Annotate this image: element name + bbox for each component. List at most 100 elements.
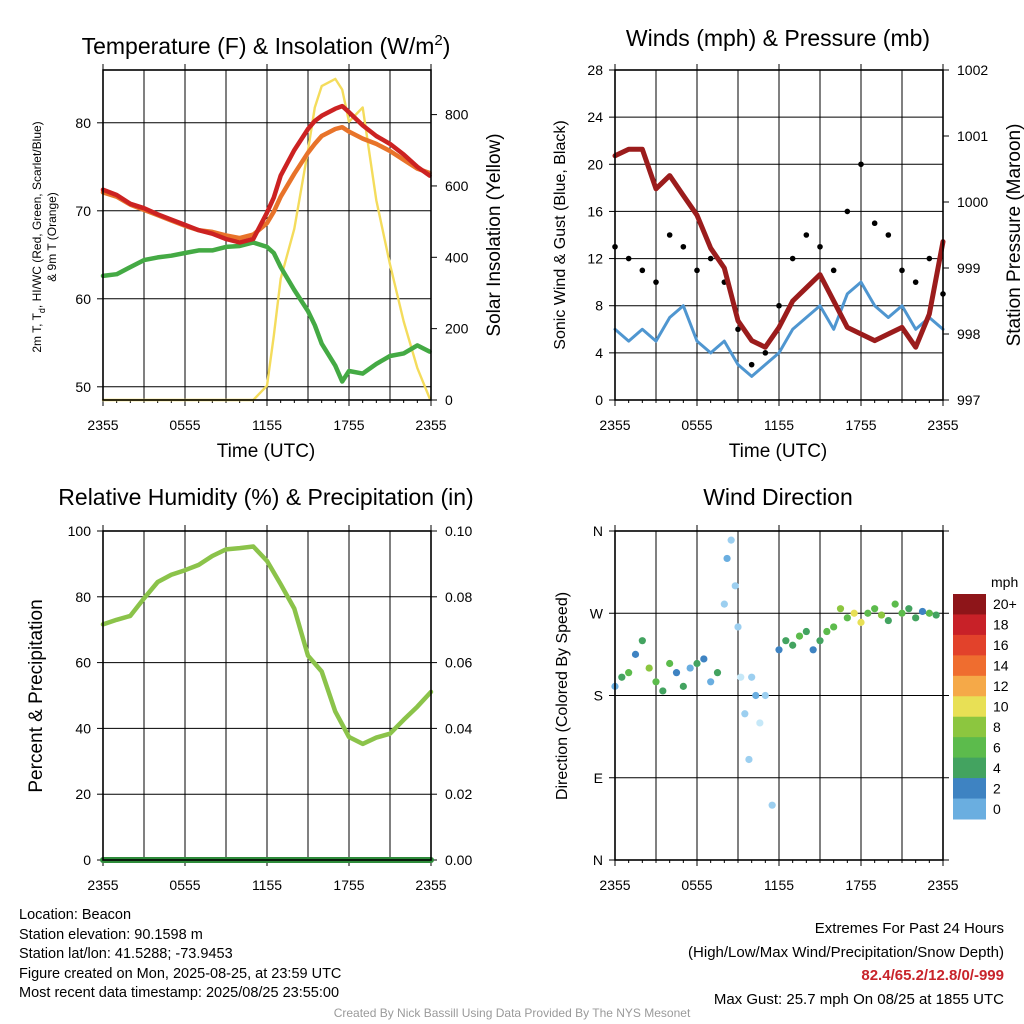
- sonic-wind-line: [613, 280, 945, 378]
- y-tick-label: 40: [75, 720, 91, 736]
- colorbar-label: 18: [993, 617, 1009, 633]
- temperature-y-label-line2: & 9m T (Orange): [45, 192, 59, 282]
- x-tick-label: 1155: [764, 877, 794, 893]
- y-tick-label-right: 0.00: [445, 852, 472, 868]
- direction-point: [823, 627, 831, 636]
- colorbar-title: mph: [991, 574, 1018, 590]
- y-tick-label-right: 1002: [957, 62, 988, 78]
- y-tick-label: 4: [595, 345, 603, 361]
- direction-point: [891, 600, 899, 608]
- direction-point: [672, 669, 681, 677]
- x-tick-label: 1755: [845, 877, 876, 893]
- figure-created: Figure created on Mon, 2025-08-25, at 23…: [19, 965, 342, 982]
- colorbar-swatch: [953, 737, 986, 759]
- extremes-info: Extremes For Past 24 Hours (High/Low/Max…: [688, 917, 1004, 1011]
- colorbar-swatch: [953, 594, 986, 615]
- x-tick-label: 0555: [681, 417, 712, 433]
- humidity-panel: Relative Humidity (%) & Precipitation (i…: [26, 484, 474, 893]
- y-tick-label: 70: [75, 203, 91, 219]
- gust-point: [817, 243, 823, 250]
- y-tick-label-right: 999: [957, 260, 981, 276]
- colorbar-swatch: [953, 757, 986, 779]
- extremes-values: 82.4/65.2/12.8/0/-999: [861, 967, 1004, 984]
- colorbar-label: 10: [993, 699, 1009, 715]
- direction-point: [802, 627, 810, 636]
- direction-point: [686, 664, 694, 672]
- gust-point: [735, 326, 741, 333]
- direction-point: [659, 687, 667, 695]
- x-tick-label: 1155: [764, 417, 794, 433]
- direction-panel: Wind Direction Direction (Colored By Spe…: [554, 484, 1018, 893]
- y-tick-label-right: 997: [957, 392, 981, 408]
- humidity-title: Relative Humidity (%) & Precipitation (i…: [58, 484, 473, 510]
- dewpoint-line: [100, 240, 432, 384]
- gust-point: [899, 267, 905, 274]
- gust-point: [694, 267, 700, 274]
- x-tick-label: 1755: [333, 877, 364, 893]
- gust-point: [707, 255, 714, 262]
- y-tick-label-right: 800: [445, 107, 469, 123]
- y-tick-label-right: 0.08: [445, 589, 472, 605]
- direction-point: [918, 607, 927, 616]
- max-gust: Max Gust: 25.7 mph On 08/25 at 1855 UTC: [713, 990, 1004, 1008]
- y-tick-label: 20: [587, 156, 603, 172]
- y-tick-label-right: 200: [445, 321, 469, 337]
- direction-point: [830, 623, 838, 631]
- plot-border: [102, 69, 432, 401]
- direction-point: [723, 554, 731, 563]
- colorbar-label: 6: [993, 739, 1001, 755]
- colorbar-swatch: [953, 614, 986, 636]
- direction-point: [905, 605, 913, 613]
- colorbar-swatch: [953, 675, 986, 697]
- x-tick-label: 1155: [252, 417, 282, 433]
- winds-y-label: Sonic Wind & Gust (Blue, Black): [552, 120, 569, 349]
- y-tick-label: 50: [75, 379, 91, 395]
- colorbar-swatch: [953, 778, 986, 800]
- y-tick-label-right: 0.10: [445, 523, 472, 539]
- direction-point: [737, 673, 745, 681]
- direction-point: [752, 691, 760, 700]
- y-tick-label-right: 0.04: [445, 720, 472, 736]
- direction-point: [645, 664, 653, 672]
- gust-point: [926, 255, 933, 262]
- y-tick-label: 0: [83, 852, 91, 868]
- x-tick-label: 2355: [599, 417, 630, 433]
- direction-point: [857, 618, 865, 626]
- station-location: Location: Beacon: [19, 907, 132, 923]
- gust-point: [639, 267, 646, 274]
- plot-border: [102, 530, 432, 861]
- gust-point: [844, 208, 851, 215]
- colorbar-swatch: [953, 696, 986, 718]
- y-tick-label: N: [593, 523, 603, 539]
- y-tick-label: N: [593, 852, 603, 868]
- plot-border: [614, 530, 944, 861]
- y-tick-label: 80: [75, 589, 91, 605]
- y-tick-label-right: 1001: [957, 128, 988, 144]
- y-tick-label-right: 0.06: [445, 655, 472, 671]
- y-tick-label: 28: [587, 62, 603, 78]
- y-tick-label: 80: [75, 115, 91, 131]
- humidity-y-label: Percent & Precipitation: [26, 599, 47, 792]
- direction-point: [720, 600, 728, 608]
- gust-point: [871, 220, 878, 227]
- gust-point: [653, 279, 659, 285]
- direction-point: [789, 641, 797, 649]
- colorbar-swatch: [953, 634, 986, 656]
- direction-point: [734, 623, 742, 631]
- speed-colorbar: 20+ 18 16 14 12 10 8 6 4 2 0: [953, 594, 1017, 820]
- direction-point: [864, 609, 872, 617]
- credit-line: Created By Nick Bassill Using Data Provi…: [333, 1006, 691, 1020]
- x-tick-label: 0555: [681, 877, 712, 893]
- x-tick-label: 2355: [87, 417, 118, 433]
- temperature-y-label: 2m T, Td, HI/WC (Red, Green, Scarlet/Blu…: [30, 121, 47, 352]
- y-tick-label-right: 600: [445, 178, 469, 194]
- colorbar-label: 0: [993, 801, 1001, 817]
- direction-point: [700, 655, 708, 663]
- gust-point: [680, 243, 687, 250]
- direction-point: [884, 616, 892, 625]
- colorbar-label: 14: [993, 658, 1009, 674]
- station-elevation: Station elevation: 90.1598 m: [19, 926, 203, 943]
- direction-point: [652, 678, 660, 686]
- direction-point: [782, 637, 790, 645]
